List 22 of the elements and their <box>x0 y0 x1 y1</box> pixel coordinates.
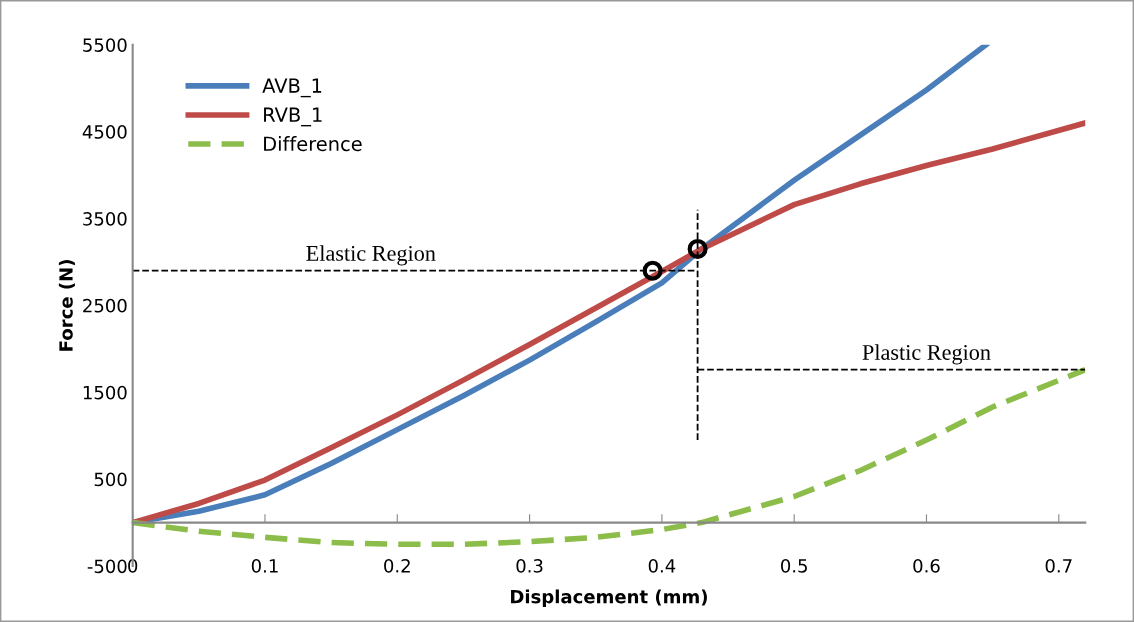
x-tick-label: 0.1 <box>251 559 278 573</box>
y-axis-title: Force (N) <box>58 260 75 351</box>
x-tick-label: 0.3 <box>516 559 543 573</box>
legend-label: RVB_1 <box>264 107 322 127</box>
y-tick-label: 500 <box>94 472 127 487</box>
x-tick-label: 0.5 <box>781 559 807 573</box>
x-tick-label: 0.4 <box>648 559 676 573</box>
y-tick-label: 2500 <box>83 298 127 313</box>
annotation: Elastic Region <box>306 245 436 266</box>
y-tick-label: 3500 <box>83 211 127 226</box>
legend-label: Difference <box>264 136 362 152</box>
x-axis-title: Displacement (mm) <box>511 589 707 607</box>
x-tick-label: 0.6 <box>913 559 940 573</box>
annotation: Plastic Region <box>862 344 991 365</box>
y-tick-label: 1500 <box>83 385 127 400</box>
y-tick-label: 4500 <box>82 125 127 139</box>
legend-label: AVB_1 <box>262 78 322 98</box>
x-tick-label: 0.2 <box>384 559 410 573</box>
x-tick-label: 0.7 <box>1045 559 1072 573</box>
y-tick-label: -500 <box>87 559 127 574</box>
y-tick-label: 5500 <box>83 38 127 52</box>
x-tick-label: 0 <box>128 559 138 573</box>
